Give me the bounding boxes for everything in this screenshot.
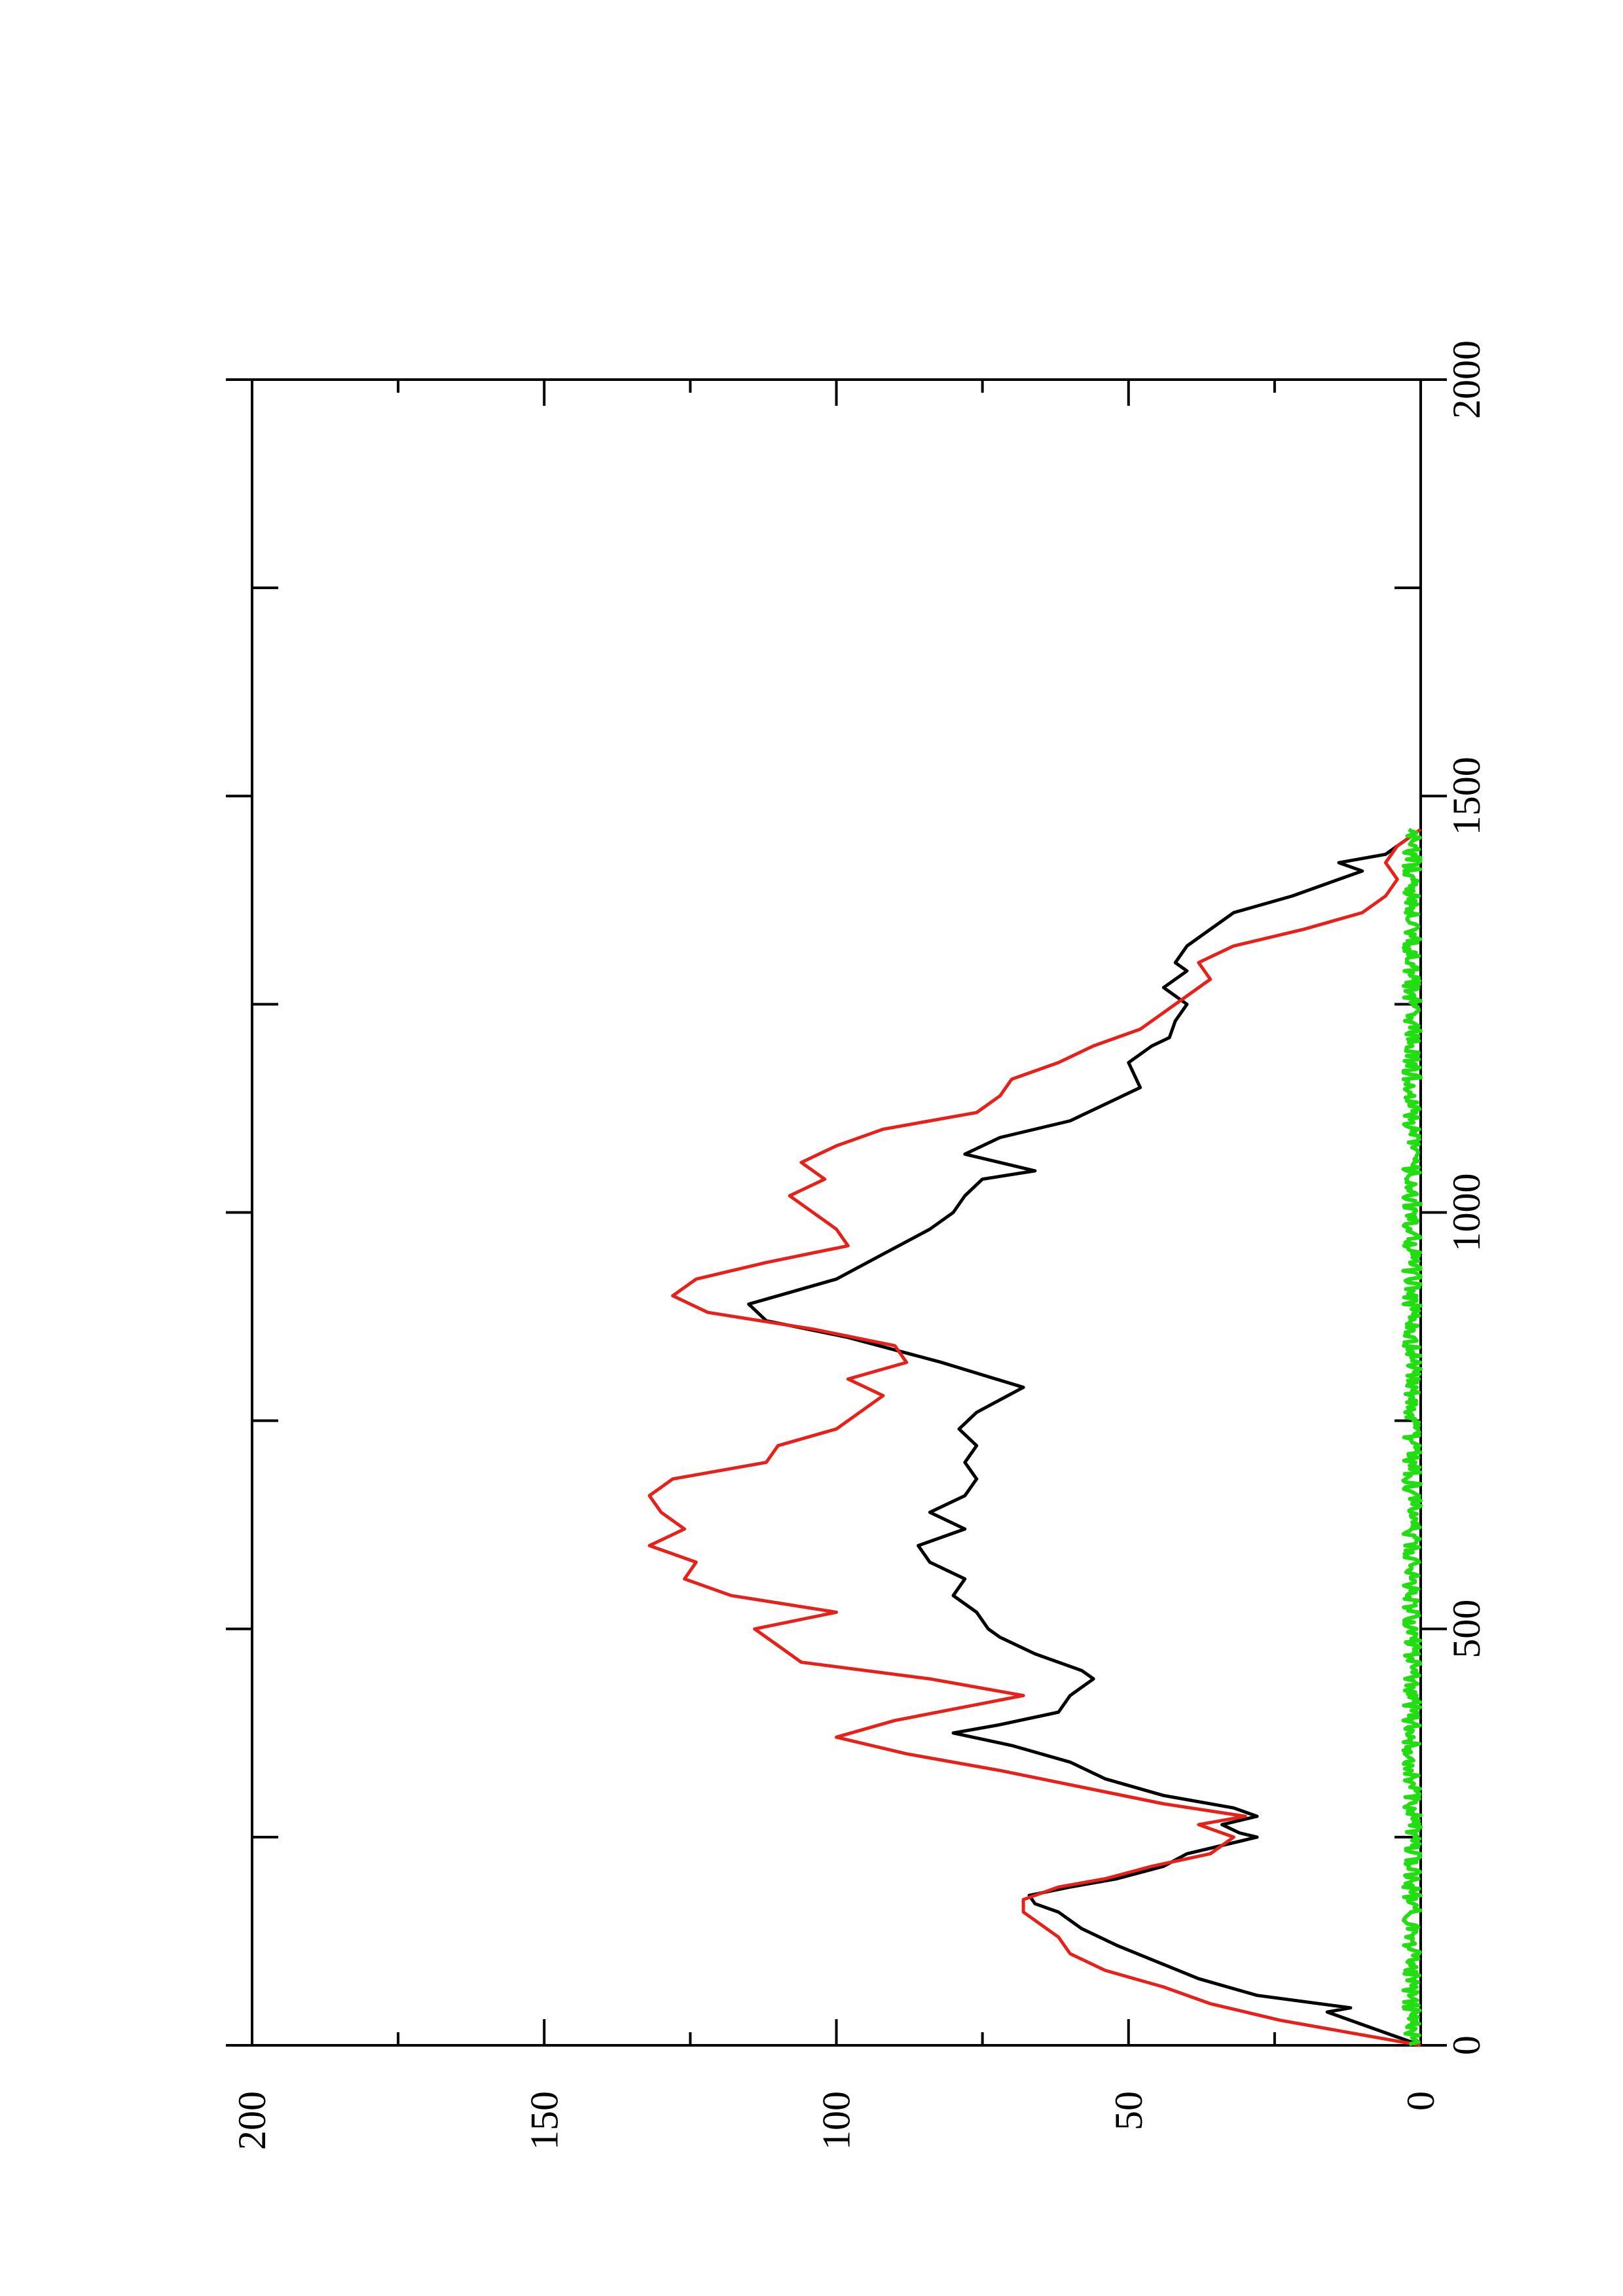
- y-tick-label: 50: [1107, 2091, 1150, 2130]
- plot-area: 0 500 1000 1500 2000 0 50 100 150 200: [226, 340, 1488, 2150]
- y-tick-label: 200: [230, 2091, 274, 2150]
- x-tick-label: 1000: [1445, 1174, 1488, 1252]
- x-tick-label: 1500: [1445, 757, 1488, 835]
- x-tick-label: 0: [1445, 2036, 1488, 2055]
- x-tick-label: 2000: [1445, 340, 1488, 419]
- y-tick-label: 0: [1399, 2091, 1442, 2111]
- series-green-line: [1401, 827, 1423, 2047]
- series-black-line: [747, 828, 1422, 2047]
- x-tick-label: 500: [1445, 1600, 1488, 1659]
- plot-frame: [251, 378, 1422, 2047]
- y-tick-label: 150: [522, 2091, 566, 2150]
- series-red-line: [647, 828, 1422, 2047]
- y-tick-label: 100: [815, 2091, 858, 2150]
